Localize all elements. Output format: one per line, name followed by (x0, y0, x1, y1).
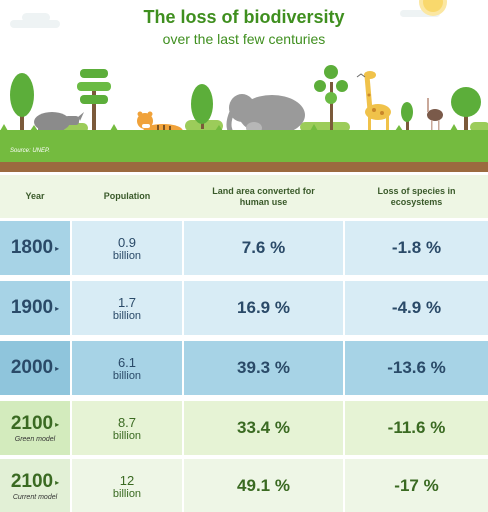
population-value: 8.7 (117, 414, 137, 430)
land-cell: 39.3 % (184, 341, 343, 395)
population-unit: billion (112, 487, 142, 500)
population-cell: 12 billion (72, 459, 182, 512)
tree-icon (77, 69, 111, 130)
page-title: The loss of biodiversity (143, 7, 345, 27)
table-row: 1800 ▸ 0.9 billion 7.6 % -1.8 % (0, 221, 488, 275)
land-value: 33.4 % (237, 418, 290, 437)
population-value: 12 (119, 472, 135, 488)
population-value: 1.7 (117, 294, 137, 310)
table-header-row (0, 175, 488, 218)
land-value: 16.9 % (237, 298, 290, 317)
species-value: -11.6 % (387, 418, 446, 437)
species-value: -1.8 % (391, 238, 442, 257)
chevron-right-icon: ▸ (55, 478, 60, 488)
species-value: -13.6 % (387, 358, 446, 377)
year-value: 2000 (10, 357, 54, 378)
land-value: 39.3 % (237, 358, 290, 377)
species-cell: -11.6 % (345, 401, 488, 455)
table-row: 2100 ▸ Green model 8.7 billion 33.4 % -11… (0, 401, 488, 455)
population-unit: billion (112, 249, 142, 262)
species-cell: -1.8 % (345, 221, 488, 275)
population-cell: 8.7 billion (72, 401, 182, 455)
population-cell: 0.9 billion (72, 221, 182, 275)
year-value: 2100 (10, 413, 54, 434)
table-row: 2100 ▸ Current model 12 billion 49.1 % -1… (0, 459, 488, 512)
tree-icon (191, 84, 213, 129)
column-header-population: Population (103, 191, 151, 201)
column-header-year: Year (25, 191, 45, 201)
species-value: -17 % (394, 476, 439, 495)
tree-icon (451, 87, 481, 130)
population-unit: billion (112, 309, 142, 322)
chevron-right-icon: ▸ (55, 244, 60, 254)
tree-icon (401, 102, 413, 130)
species-cell: -4.9 % (345, 281, 488, 335)
column-header-land: Land area converted for human use (212, 185, 315, 207)
chevron-right-icon: ▸ (55, 304, 60, 314)
ostrich-icon (427, 98, 443, 132)
land-cell: 7.6 % (184, 221, 343, 275)
year-cell: 1900 ▸ (0, 281, 70, 335)
land-cell: 49.1 % (184, 459, 343, 512)
model-label: Current model (12, 494, 58, 501)
header-illustration: The loss of biodiversity over the last f… (0, 0, 488, 172)
column-header-species: Loss of species in ecosystems (377, 185, 456, 207)
chevron-right-icon: ▸ (55, 420, 60, 430)
year-cell: 1800 ▸ (0, 221, 70, 275)
species-value: -4.9 % (391, 298, 442, 317)
land-cell: 16.9 % (184, 281, 343, 335)
population-value: 0.9 (117, 234, 137, 250)
model-label: Green model (14, 436, 56, 443)
source-note: Source: UNEP. (10, 148, 50, 154)
population-cell: 6.1 billion (72, 341, 182, 395)
table-row: 2000 ▸ 6.1 billion 39.3 % -13.6 % (0, 341, 488, 395)
population-cell: 1.7 billion (72, 281, 182, 335)
table-row: 1900 ▸ 1.7 billion 16.9 % -4.9 % (0, 281, 488, 335)
year-value: 2100 (10, 471, 54, 492)
species-cell: -13.6 % (345, 341, 488, 395)
species-cell: -17 % (345, 459, 488, 512)
tree-icon (10, 73, 34, 130)
page-subtitle: over the last few centuries (162, 31, 326, 47)
bird-icon (356, 73, 366, 78)
year-cell: 2100 ▸ Green model (0, 401, 70, 455)
tree-icon (314, 65, 348, 130)
population-unit: billion (112, 429, 142, 442)
year-value: 1800 (10, 237, 54, 258)
landscape-illustration (0, 0, 488, 172)
giraffe-icon (364, 71, 391, 138)
chevron-right-icon: ▸ (55, 364, 60, 374)
year-cell: 2100 ▸ Current model (0, 459, 70, 512)
population-unit: billion (112, 369, 142, 382)
year-cell: 2000 ▸ (0, 341, 70, 395)
land-value: 7.6 % (241, 238, 286, 257)
land-cell: 33.4 % (184, 401, 343, 455)
year-value: 1900 (10, 297, 54, 318)
population-value: 6.1 (117, 354, 137, 370)
land-value: 49.1 % (237, 476, 290, 495)
